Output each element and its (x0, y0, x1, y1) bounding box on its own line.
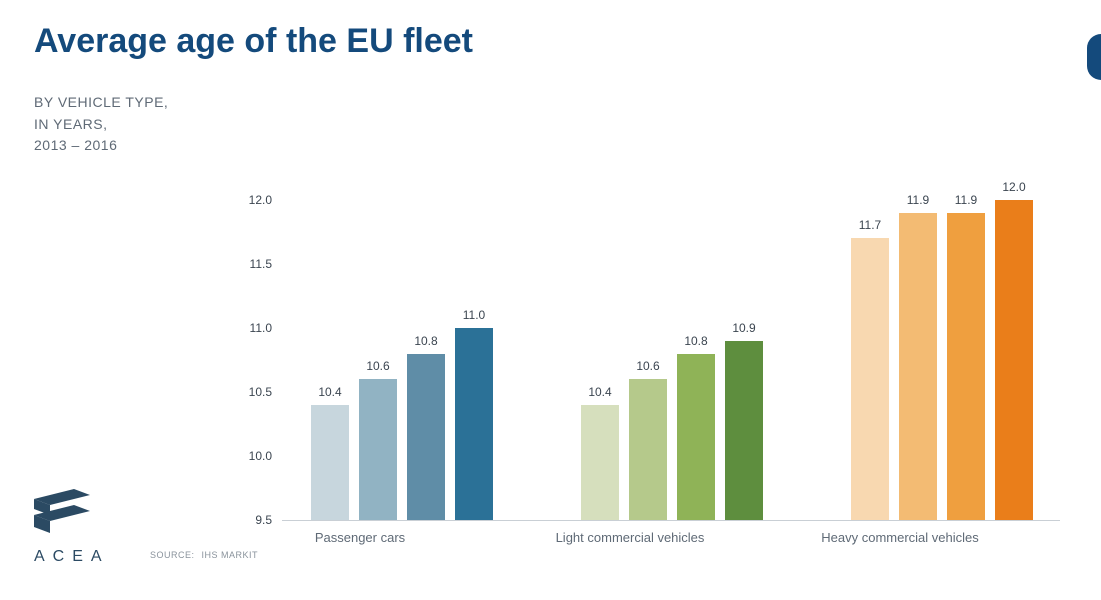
bar-value-label: 10.6 (366, 359, 389, 379)
chart-plot-area: 9.510.010.511.011.512.010.410.610.811.01… (282, 200, 1060, 521)
bar: 11.9 (947, 213, 985, 520)
bar-value-label: 11.9 (907, 193, 929, 213)
chart-source: SOURCE: IHS MARKIT (150, 550, 258, 560)
bar: 11.0 (455, 328, 493, 520)
bar-value-label: 11.0 (463, 308, 485, 328)
bar: 10.9 (725, 341, 763, 520)
x-axis-label: Light commercial vehicles (556, 530, 705, 545)
bar-group: 10.4 10.6 10.8 11.0 (311, 200, 493, 520)
bar-value-label: 10.8 (414, 334, 437, 354)
bar-value-label: 10.9 (732, 321, 755, 341)
bar: 10.4 (311, 405, 349, 520)
bar: 11.7 (851, 238, 889, 520)
source-label: SOURCE: (150, 550, 195, 560)
page-title: Average age of the EU fleet (34, 22, 473, 61)
bar-value-label: 12.0 (1002, 180, 1025, 200)
bar: 11.9 (899, 213, 937, 520)
x-axis-label: Passenger cars (315, 530, 405, 545)
acea-logo-icon (34, 489, 90, 533)
bar-value-label: 10.6 (636, 359, 659, 379)
brand-accent (1087, 34, 1101, 80)
y-axis-tick: 10.5 (249, 385, 282, 399)
bar-value-label: 10.4 (318, 385, 341, 405)
brand-name: ACEA (34, 548, 110, 566)
subtitle-line: BY VEHICLE TYPE, (34, 94, 168, 110)
bar: 10.8 (407, 354, 445, 520)
page-subtitle: BY VEHICLE TYPE, IN YEARS, 2013 – 2016 (34, 92, 168, 157)
y-axis-tick: 11.5 (250, 257, 282, 271)
bar: 10.6 (359, 379, 397, 520)
subtitle-line: IN YEARS, (34, 116, 108, 132)
x-axis-label: Heavy commercial vehicles (821, 530, 979, 545)
brand-logo: ACEA (34, 489, 110, 566)
y-axis-tick: 12.0 (249, 193, 282, 207)
bar: 10.6 (629, 379, 667, 520)
source-value: IHS MARKIT (202, 550, 259, 560)
bar: 12.0 (995, 200, 1033, 520)
bar-group: 10.4 10.6 10.8 10.9 (581, 200, 763, 520)
bar-value-label: 10.4 (588, 385, 611, 405)
bar-group: 11.7 11.9 11.9 12.0 (851, 200, 1033, 520)
bar-value-label: 10.8 (684, 334, 707, 354)
y-axis-tick: 9.5 (255, 513, 282, 527)
y-axis-tick: 10.0 (249, 449, 282, 463)
bar: 10.4 (581, 405, 619, 520)
bar-value-label: 11.9 (955, 193, 977, 213)
subtitle-line: 2013 – 2016 (34, 137, 117, 153)
bar: 10.8 (677, 354, 715, 520)
y-axis-tick: 11.0 (250, 321, 282, 335)
fleet-age-chart: 9.510.010.511.011.512.010.410.610.811.01… (240, 200, 1060, 560)
bar-value-label: 11.7 (859, 218, 881, 238)
